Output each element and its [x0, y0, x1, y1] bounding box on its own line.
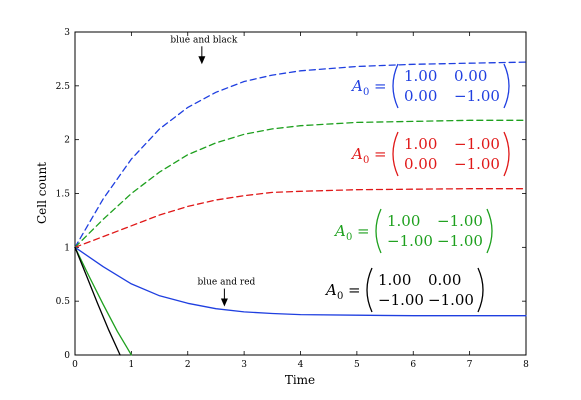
matrix-entry: 0.00	[428, 271, 461, 289]
y-tick-label: 0.5	[56, 297, 71, 307]
matrix-subscript: 0	[337, 291, 343, 302]
matrix-right-paren	[503, 63, 510, 109]
matrix-entry: 1.00	[378, 271, 411, 289]
matrix-label-red: A 0 = 1.00 −1.00 0.00 −1.00	[350, 131, 510, 177]
matrix-symbol: A	[333, 222, 346, 240]
matrix-entry: −1.00	[437, 232, 483, 250]
annotation-text: blue and red	[197, 278, 255, 288]
series-line-red-dashed	[74, 188, 527, 248]
y-tick-label: 0	[64, 351, 70, 361]
series-group	[74, 61, 527, 356]
series-line-blue-dashed	[74, 61, 527, 248]
y-tick-label: 1.5	[56, 190, 71, 200]
x-tick-label: 8	[523, 360, 529, 370]
matrix-entry: 0.00	[404, 87, 437, 105]
matrix-label-blue: A 0 = 1.00 0.00 0.00 −1.00	[350, 63, 510, 109]
matrix-entry: −1.00	[454, 155, 500, 173]
matrix-entry: 1.00	[387, 212, 420, 230]
x-tick-label: 5	[354, 360, 360, 370]
x-tick-label: 3	[241, 360, 247, 370]
y-axis-label: Cell count	[35, 162, 49, 224]
matrix-equals: =	[348, 281, 361, 299]
matrix-left-paren	[392, 131, 399, 177]
x-tick-label: 7	[467, 360, 473, 370]
matrix-equals: =	[374, 77, 387, 95]
matrix-left-paren	[366, 267, 373, 313]
annotation-arrow-head	[220, 298, 228, 307]
matrix-symbol: A	[350, 77, 363, 95]
x-tick-label: 4	[298, 360, 304, 370]
matrix-subscript: 0	[363, 87, 369, 98]
matrix-equals: =	[357, 222, 370, 240]
annotation-text: blue and black	[170, 35, 237, 45]
x-axis-label: Time	[285, 373, 315, 387]
matrix-right-paren	[503, 131, 510, 177]
annotation-arrow-head	[198, 56, 206, 65]
matrix-left-paren	[375, 208, 382, 254]
matrix-subscript: 0	[346, 232, 352, 243]
ticks: 0 1 2 3 4 5 6 7 8 0 0.5 1 1.5 2 2.5 3	[56, 28, 529, 370]
matrix-entry: −1.00	[387, 232, 433, 250]
matrix-left-paren	[392, 63, 399, 109]
series-line-blue-solid	[74, 246, 527, 317]
series-line-green-solid	[74, 246, 133, 356]
matrix-subscript: 0	[363, 155, 369, 166]
matrix-symbol: A	[324, 281, 337, 299]
matrix-entry: 1.00	[404, 135, 437, 153]
matrix-right-paren	[486, 208, 493, 254]
matrix-entry: −1.00	[378, 291, 424, 309]
x-tick-label: 1	[129, 360, 135, 370]
y-tick-label: 1	[64, 243, 70, 253]
matrix-entry: −1.00	[454, 135, 500, 153]
series-line-black-solid	[74, 246, 121, 356]
matrix-equals: =	[374, 145, 387, 163]
matrix-entry: 0.00	[454, 67, 487, 85]
y-tick-label: 3	[64, 28, 70, 38]
series-line-green-dashed	[74, 119, 527, 248]
matrix-label-black: A 0 =1.00 0.00−1.00 −1.00	[324, 267, 484, 313]
matrix-right-paren	[477, 267, 484, 313]
matrix-symbol: A	[350, 145, 363, 163]
y-tick-label: 2.5	[56, 82, 71, 92]
annotations: blue and black blue and red	[170, 35, 256, 307]
x-tick-label: 6	[410, 360, 416, 370]
matrix-entry: −1.00	[428, 291, 474, 309]
x-tick-label: 0	[72, 360, 78, 370]
matrix-entry: −1.00	[437, 212, 483, 230]
matrix-entry: 0.00	[404, 155, 437, 173]
matrix-entry: −1.00	[454, 87, 500, 105]
matrix-labels: A 0 =1.00 0.000.00 −1.00A 0 =1.00 −1.000.00 −1.0…	[324, 63, 510, 313]
matrix-label-green: A 0 =1.00 −1.00−1.00 −1.00	[333, 208, 493, 254]
matrix-entry: 1.00	[404, 67, 437, 85]
x-tick-label: 2	[185, 360, 191, 370]
y-tick-label: 2	[64, 136, 70, 146]
